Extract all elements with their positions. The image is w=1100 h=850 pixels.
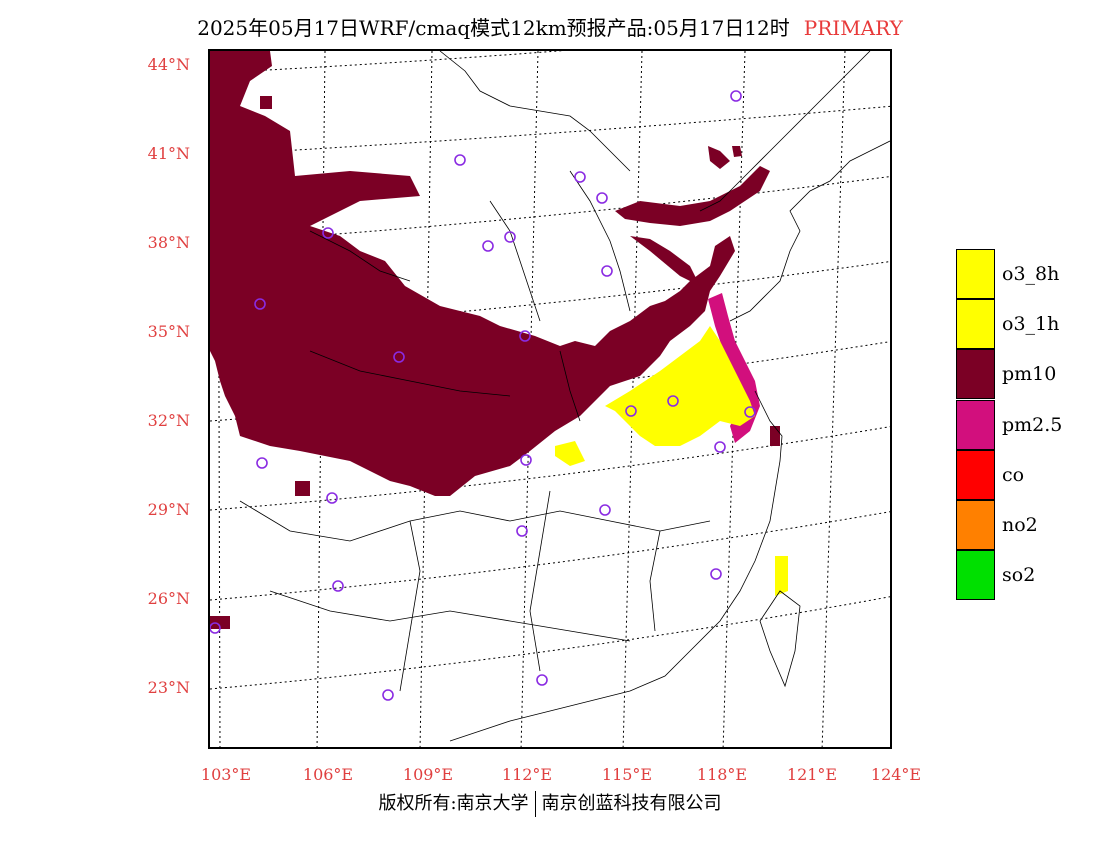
lon-label-118: 118°E (696, 765, 748, 784)
copyright-right: 南京创蓝科技有限公司 (541, 793, 722, 814)
lon-label-124: 124°E (870, 765, 922, 784)
legend-label: no2 (1002, 513, 1038, 536)
legend-swatch (956, 249, 995, 299)
boundaries (239, 51, 890, 742)
legend-label: so2 (1002, 564, 1036, 587)
map-title: 2025年05月17日WRF/cmaq模式12km预报产品:05月17日12时 P… (0, 12, 1100, 41)
map-panel (208, 49, 892, 749)
legend-swatch (956, 550, 995, 601)
legend-swatch (956, 399, 995, 450)
lon-label-103: 103°E (200, 765, 252, 784)
legend-label: co (1002, 463, 1025, 486)
lat-label-26: 26°N (147, 589, 190, 608)
lat-label-35: 35°N (147, 322, 190, 341)
legend-label: o3_1h (1002, 313, 1060, 336)
lat-label-29: 29°N (147, 500, 190, 519)
copyright-left: 版权所有:南京大学 (378, 793, 529, 814)
legend-swatch (956, 299, 995, 350)
lat-label-44: 44°N (147, 55, 190, 74)
legend-swatch (956, 449, 995, 500)
pollution-map (210, 51, 890, 747)
lon-label-115: 115°E (601, 765, 653, 784)
legend-label: o3_8h (1002, 263, 1060, 285)
copyright-footer: 版权所有:南京大学 南京创蓝科技有限公司 (0, 789, 1100, 817)
legend-label: pm10 (1002, 363, 1057, 386)
lon-label-106: 106°E (302, 765, 354, 784)
primary-tag: PRIMARY (803, 16, 903, 40)
lat-label-38: 38°N (147, 233, 190, 252)
lon-label-121: 121°E (786, 765, 838, 784)
lat-label-23: 23°N (147, 678, 190, 697)
legend-label: pm2.5 (1002, 413, 1063, 436)
stations (210, 90, 756, 701)
title-text: 2025年05月17日WRF/cmaq模式12km预报产品:05月17日12时 (197, 16, 790, 40)
pm10-region (210, 51, 780, 629)
lat-label-41: 41°N (147, 144, 190, 163)
o3-region (555, 326, 788, 596)
lon-label-112: 112°E (501, 765, 553, 784)
lat-label-32: 32°N (147, 411, 190, 430)
footer-separator (534, 791, 536, 817)
legend-swatch (956, 499, 995, 550)
lon-label-109: 109°E (402, 765, 454, 784)
legend-swatch (956, 349, 995, 400)
